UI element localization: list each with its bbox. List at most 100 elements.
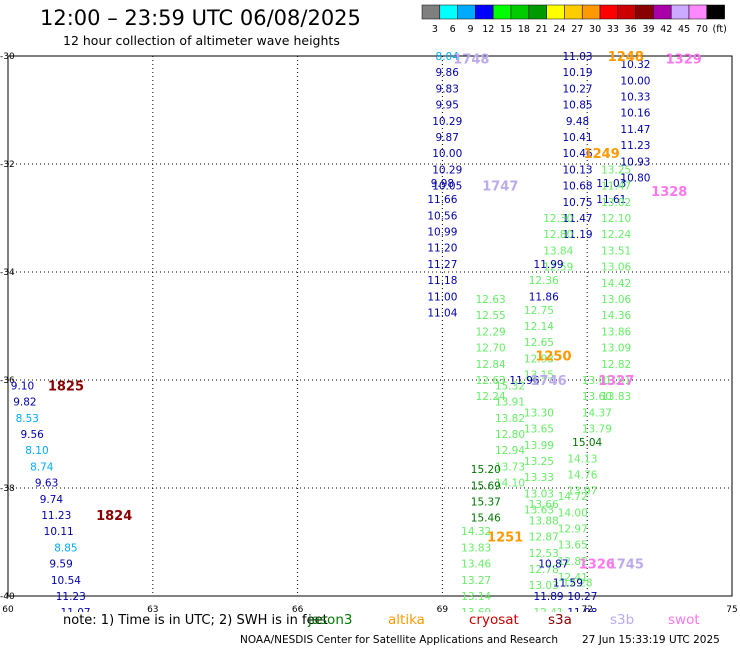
swh-value: 12.80 — [543, 229, 573, 241]
page-title: 12:00 – 23:59 UTC 06/08/2025 — [40, 6, 361, 30]
swh-value: 10.99 — [427, 227, 457, 239]
swh-value: 11.00 — [427, 291, 457, 303]
swh-value: 13.99 — [524, 440, 554, 452]
swh-value: 9.48 — [566, 116, 589, 128]
scale-label: 39 — [642, 24, 654, 35]
scale-label: 30 — [589, 24, 601, 35]
swh-value: 11.04 — [427, 308, 457, 320]
pass-number: 1825 — [48, 379, 84, 394]
swh-value: 11.20 — [427, 243, 457, 255]
swh-value: 11.66 — [427, 194, 457, 206]
scale-label: 21 — [536, 24, 548, 35]
axis-labels: 60 63 66 69 72 75 -30 -32 -34 -36 -38 -40 — [0, 52, 738, 612]
swh-value: 12.30 — [543, 213, 573, 225]
swh-value: 14.76 — [567, 470, 597, 482]
graticule — [8, 56, 732, 596]
swh-value: 9.63 — [35, 478, 58, 490]
swh-value: 13.46 — [461, 559, 491, 571]
pass-number: 1327 — [598, 374, 634, 389]
swh-value: 10.19 — [563, 67, 593, 79]
swh-value: 13.27 — [461, 575, 491, 587]
swh-value: 13.97 — [567, 486, 597, 498]
scale-label: 24 — [553, 24, 565, 35]
scale-label: 70 — [696, 24, 708, 35]
swh-value: 12.41 — [558, 572, 588, 584]
swh-value: 14.42 — [601, 278, 631, 290]
swh-value: 12.82 — [601, 359, 631, 371]
swh-value: 12.53 — [529, 548, 559, 560]
swh-value: 13.25 — [524, 456, 554, 468]
scale-label: 15 — [500, 24, 512, 35]
swh-value: 10.85 — [563, 100, 593, 112]
sat-s3a: s3a — [548, 612, 572, 628]
swh-value: 12.55 — [476, 310, 506, 322]
pass-number: 1248 — [608, 50, 644, 65]
swh-value: 15.46 — [471, 513, 501, 525]
credit-line: NOAA/NESDIS Center for Satellite Applica… — [240, 634, 558, 646]
swh-value: 11.59 — [553, 578, 583, 590]
timestamp: 27 Jun 15:33:19 UTC 2025 — [582, 634, 720, 646]
swh-value: 10.75 — [563, 197, 593, 209]
swh-value: 10.29 — [432, 164, 462, 176]
sat-jason3: jason3 — [308, 612, 353, 628]
swh-value: 15.69 — [471, 480, 501, 492]
pass-number: 1328 — [651, 185, 687, 200]
wave-height-map[interactable]: 60 63 66 69 72 75-30-32-34-36-38-40 8.049.869… — [0, 0, 740, 612]
swh-value: 13.86 — [601, 326, 631, 338]
swh-value: 10.56 — [427, 210, 457, 222]
swh-value: 11.89 — [534, 591, 564, 603]
scale-label: (ft) — [713, 24, 727, 35]
swh-value: 10.93 — [620, 156, 650, 168]
scale-label: 18 — [518, 24, 530, 35]
lat-label: -34 — [0, 268, 15, 278]
swh-value: 11.47 — [620, 124, 650, 136]
swh-value: 13.69 — [461, 607, 491, 612]
scale-label: 42 — [660, 24, 672, 35]
swh-value: 11.23 — [620, 140, 650, 152]
swh-value: 10.32 — [620, 59, 650, 71]
sat-cryosat: cryosat — [469, 612, 519, 628]
swh-value: 13.84 — [543, 245, 573, 257]
swh-value: 13.51 — [601, 245, 631, 257]
swh-value: 11.96 — [509, 375, 539, 387]
swh-value: 14.32 — [461, 526, 491, 538]
swh-value: 12.63 — [476, 375, 506, 387]
swh-value: 13.83 — [461, 542, 491, 554]
swh-value: 13.01 — [582, 375, 612, 387]
swh-value: 8.74 — [30, 461, 54, 473]
swh-value: 9.56 — [20, 429, 44, 441]
pass-number: 1250 — [535, 350, 571, 365]
swh-value: 10.33 — [620, 92, 650, 104]
swh-value: 10.68 — [563, 181, 593, 193]
page-subtitle: 12 hour collection of altimeter wave hei… — [63, 33, 340, 48]
swh-value: 11.03 — [596, 178, 626, 190]
swh-value: 15.37 — [471, 497, 501, 509]
swh-value: 13.65 — [558, 540, 588, 552]
swh-value: 12.36 — [529, 275, 559, 287]
swh-value: 13.73 — [495, 461, 525, 473]
swh-value: 12.59 — [543, 262, 573, 274]
swh-value: 12.97 — [558, 524, 588, 536]
swh-value: 13.06 — [601, 294, 631, 306]
swh-value: 12.63 — [476, 294, 506, 306]
swh-value: 8.04 — [436, 51, 460, 63]
swh-value: 10.54 — [51, 575, 81, 587]
swh-value: 13.60 — [582, 391, 612, 403]
swh-value: 14.72 — [558, 491, 588, 503]
scale-label: 33 — [607, 24, 619, 35]
swh-value: 10.80 — [620, 173, 650, 185]
swh-value: 11.47 — [601, 181, 631, 193]
swh-value: 11.08 — [567, 607, 597, 612]
swh-value: 10.87 — [538, 559, 568, 571]
swh-value: 12.24 — [601, 229, 631, 241]
lon-label: 63 — [147, 605, 158, 612]
lat-label: -32 — [0, 160, 15, 170]
swh-value: 14.13 — [567, 453, 597, 465]
lon-label: 72 — [581, 605, 592, 612]
swh-value: 10.00 — [432, 148, 462, 160]
swh-value: 10.29 — [432, 116, 462, 128]
swh-value: 13.03 — [524, 488, 554, 500]
swh-value: 14.00 — [558, 507, 588, 519]
swh-value: 9.95 — [436, 100, 459, 112]
sat-s3b: s3b — [610, 612, 635, 628]
